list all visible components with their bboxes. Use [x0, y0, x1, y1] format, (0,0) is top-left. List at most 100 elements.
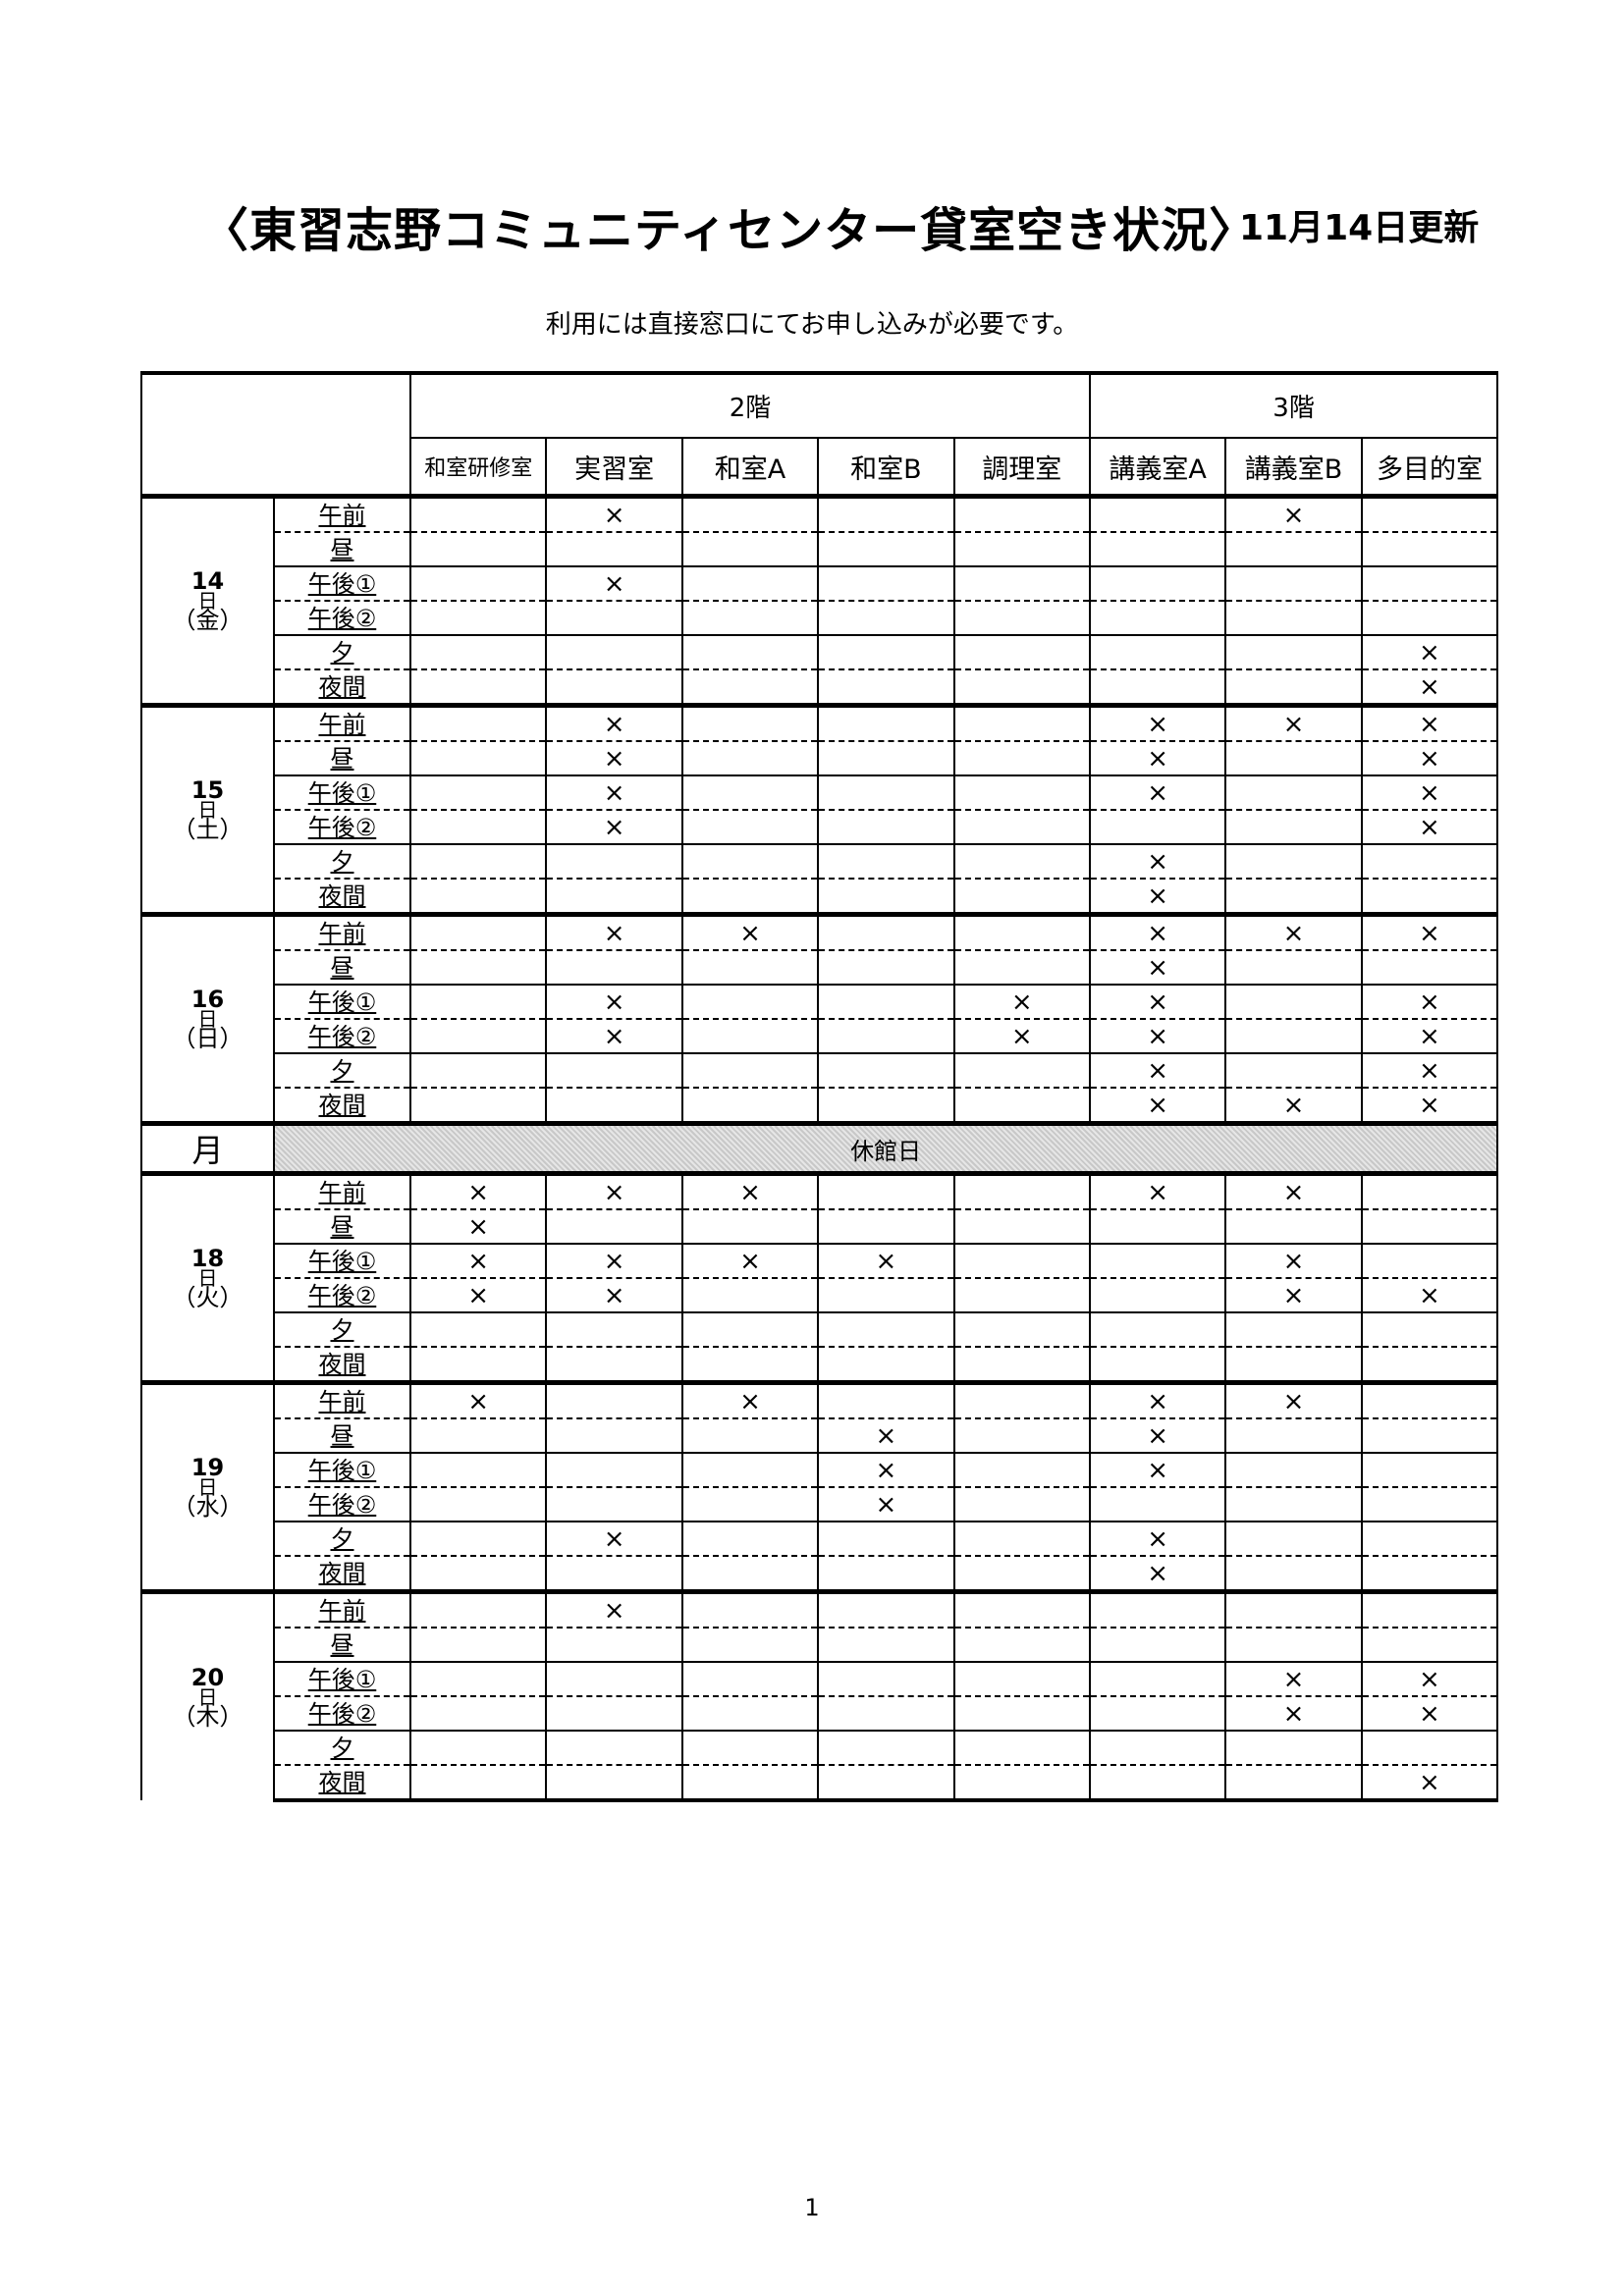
day-cell: 15 日（土）: [140, 703, 275, 915]
available-cell: [680, 1695, 820, 1731]
slot-label: 夕: [273, 1521, 411, 1556]
available-cell: [1360, 531, 1499, 566]
available-cell: [817, 668, 955, 706]
available-cell: [1360, 1521, 1499, 1556]
available-cell: [1224, 878, 1363, 915]
corner-cell: [140, 371, 411, 498]
booked-mark: ×: [1088, 912, 1227, 950]
available-cell: [1360, 878, 1499, 915]
slot-row: 午後① × ×: [141, 1452, 1499, 1487]
booked-mark: ×: [1088, 1521, 1227, 1556]
day-date: 18: [190, 1245, 225, 1272]
slot-label: 昼: [273, 1208, 411, 1244]
available-cell: [680, 774, 820, 810]
available-cell: [817, 494, 955, 532]
slot-label: 昼: [273, 949, 411, 985]
slot-row: 昼: [141, 531, 1499, 566]
available-cell: [408, 494, 548, 532]
available-cell: [408, 984, 548, 1019]
available-cell: [545, 1346, 683, 1383]
booked-mark: ×: [545, 703, 683, 741]
slot-row: 夕 ×: [141, 634, 1499, 669]
available-cell: [1224, 1018, 1363, 1053]
available-cell: [1088, 1764, 1227, 1802]
day-weekday: （金）: [172, 607, 244, 634]
day-weekday: （木）: [172, 1703, 244, 1731]
available-cell: [817, 634, 955, 669]
available-cell: [1224, 1311, 1363, 1347]
available-cell: [1088, 634, 1227, 669]
available-cell: [680, 949, 820, 985]
available-cell: [1224, 531, 1363, 566]
day-suffix: 日: [197, 798, 218, 822]
room-header: 調理室: [952, 437, 1091, 499]
booked-mark: ×: [1360, 1277, 1499, 1312]
available-cell: [1360, 1380, 1499, 1418]
slot-row: 夜間 ×: [141, 668, 1499, 706]
slot-label: 午前: [273, 1589, 411, 1628]
available-cell: [1224, 740, 1363, 775]
slot-row: 15 日（土） 午前 × × × ×: [140, 703, 1499, 915]
available-cell: [545, 531, 683, 566]
available-cell: [408, 1018, 548, 1053]
day-cell: 19 日（水）: [140, 1380, 275, 1592]
available-cell: [1360, 1171, 1499, 1209]
booked-mark: ×: [1224, 1695, 1363, 1731]
slot-label: 夕: [273, 1311, 411, 1347]
available-cell: [545, 1208, 683, 1244]
day-suffix: 日: [197, 1007, 218, 1031]
available-cell: [817, 1311, 955, 1347]
available-cell: [1088, 1589, 1227, 1628]
available-cell: [817, 531, 955, 566]
booked-mark: ×: [1360, 912, 1499, 950]
available-cell: [817, 878, 955, 915]
room-header: 和室A: [680, 437, 820, 499]
available-cell: [680, 1018, 820, 1053]
booked-mark: ×: [1224, 1243, 1363, 1278]
page-number: 1: [804, 2194, 820, 2221]
day-suffix: 日: [197, 1266, 218, 1290]
booked-mark: ×: [1224, 703, 1363, 741]
available-cell: [1224, 1452, 1363, 1487]
available-cell: [817, 740, 955, 775]
slot-row: 午後① × ×: [141, 1661, 1499, 1696]
available-cell: [1088, 531, 1227, 566]
room-header: 和室B: [817, 437, 955, 499]
booked-mark: ×: [1360, 809, 1499, 844]
booked-mark: ×: [545, 912, 683, 950]
available-cell: [1224, 565, 1363, 601]
available-cell: [817, 1052, 955, 1088]
page-title: 〈東習志野コミュニティセンター貸室空き状況〉: [201, 203, 1258, 258]
slot-row: 夕 ×: [141, 843, 1499, 879]
available-cell: [545, 1730, 683, 1765]
booked-mark: ×: [952, 1018, 1091, 1053]
day-weekday: （日）: [172, 1025, 244, 1052]
booked-mark: ×: [545, 774, 683, 810]
available-cell: [680, 1208, 820, 1244]
available-cell: [952, 531, 1091, 566]
slot-label: 午後①: [273, 565, 411, 601]
room-header: 多目的室: [1360, 437, 1499, 499]
booked-mark: ×: [1224, 494, 1363, 532]
booked-mark: ×: [1360, 668, 1499, 706]
day-date: 15: [190, 776, 225, 804]
slot-row: 午後② ×: [141, 1486, 1499, 1522]
available-cell: [817, 1627, 955, 1662]
booked-mark: ×: [1088, 740, 1227, 775]
available-cell: [952, 565, 1091, 601]
day-cell: 16 日（日）: [140, 912, 275, 1124]
slot-label: 午後①: [273, 1452, 411, 1487]
booked-mark: ×: [952, 984, 1091, 1019]
available-cell: [408, 531, 548, 566]
floor-header-3f: 3階: [1088, 371, 1499, 439]
slot-label: 夕: [273, 1052, 411, 1088]
slot-label: 午後②: [273, 1018, 411, 1053]
available-cell: [817, 565, 955, 601]
available-cell: [1088, 1346, 1227, 1383]
available-cell: [817, 1589, 955, 1628]
available-cell: [1088, 494, 1227, 532]
booked-mark: ×: [817, 1417, 955, 1453]
booked-mark: ×: [1224, 1087, 1363, 1124]
closed-day-row: 月休館日: [140, 1121, 1499, 1176]
available-cell: [1224, 1052, 1363, 1088]
